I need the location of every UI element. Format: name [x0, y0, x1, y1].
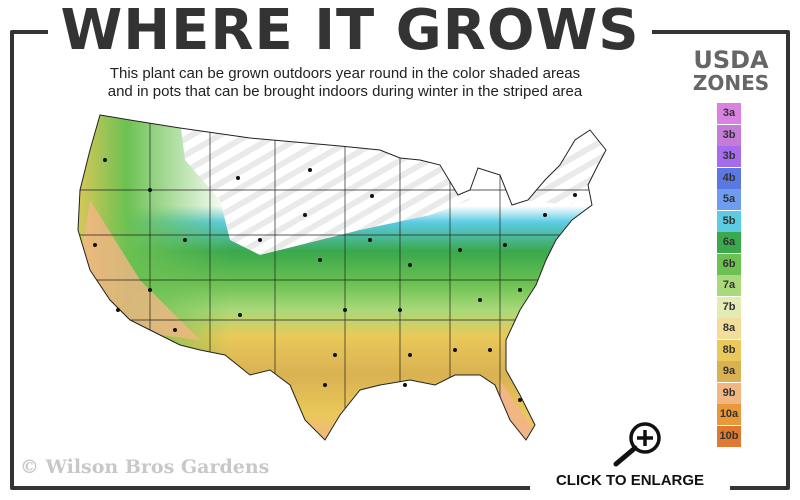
legend-zone-5a: 5a — [717, 189, 741, 210]
page-title: WHERE IT GROWS — [48, 0, 652, 62]
legend-zone-5b: 5b — [717, 210, 741, 232]
legend-zone-9b: 9b — [717, 382, 741, 404]
legend-zone-7b: 7b — [717, 296, 741, 318]
copyright: © Wilson Bros Gardens — [20, 456, 270, 478]
legend-zone-4b: 4b — [717, 167, 741, 189]
subtitle-line-2: and in pots that can be brought indoors … — [107, 83, 583, 100]
legend-title-line-1: USDA — [693, 46, 769, 74]
magnifier-plus-icon[interactable] — [608, 420, 668, 468]
legend-zone-10b: 10b — [717, 425, 741, 447]
enlarge-label: CLICK TO ENLARGE — [555, 472, 705, 489]
legend-zone-3b: 3b — [717, 124, 741, 146]
subtitle-line-1: This plant can be grown outdoors year ro… — [109, 65, 581, 82]
legend-zone-6b: 6b — [717, 253, 741, 275]
legend-zone-8b: 8b — [717, 339, 741, 361]
subtitle: This plant can be grown outdoors year ro… — [40, 65, 650, 101]
zone-shading — [78, 115, 606, 440]
zone-legend: 3a 3b 3b 4b 5a 5b 6a 6b 7a 7b 8a 8b 9a 9b 10a 10b — [717, 103, 741, 447]
legend-zone-3a: 3a — [717, 103, 741, 124]
legend-title-line-2: ZONES — [692, 71, 770, 95]
legend-zone-3b: 3b — [717, 146, 741, 167]
legend-zone-8a: 8a — [717, 318, 741, 339]
city-dots — [93, 158, 577, 402]
legend-zone-7a: 7a — [717, 275, 741, 296]
legend-zone-9a: 9a — [717, 361, 741, 382]
legend-zone-6a: 6a — [717, 232, 741, 253]
click-to-enlarge-button[interactable]: CLICK TO ENLARGE — [530, 460, 730, 500]
legend-zone-10a: 10a — [717, 404, 741, 425]
legend-title: USDA ZONES — [676, 48, 786, 94]
